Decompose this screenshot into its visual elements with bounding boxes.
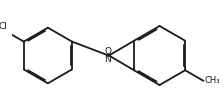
Text: O: O	[104, 47, 111, 56]
Text: Cl: Cl	[0, 22, 7, 32]
Text: N: N	[104, 55, 111, 64]
Text: CH₃: CH₃	[204, 76, 220, 85]
